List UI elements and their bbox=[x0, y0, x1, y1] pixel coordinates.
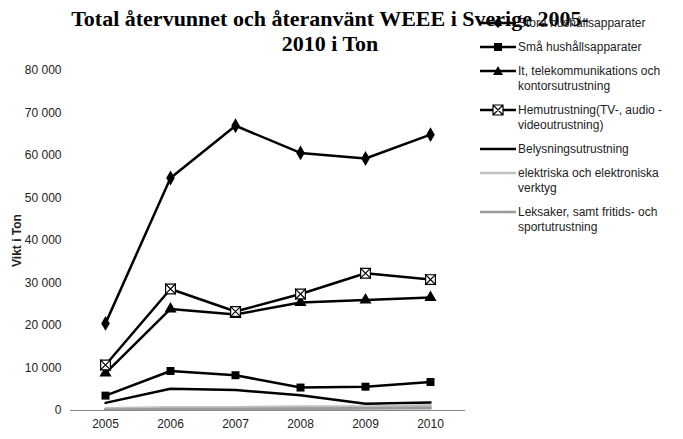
html-text:It, telekommunikations och kon: It, telekommunikations och kontorsutrust… bbox=[518, 64, 661, 93]
svg-text:2005: 2005 bbox=[92, 417, 119, 431]
html-text:elektriska och elektroniska ve: elektriska och elektroniska verktyg bbox=[518, 166, 659, 195]
svg-text:50 000: 50 000 bbox=[25, 191, 62, 205]
html-text:Leksaker, samt fritids- och sp: Leksaker, samt fritids- och sportutrustn… bbox=[518, 205, 658, 234]
svg-text:Vikt i Ton: Vikt i Ton bbox=[10, 214, 24, 267]
html-text:Stora hushållsapparater: Stora hushållsapparater bbox=[518, 16, 646, 30]
svg-text:40 000: 40 000 bbox=[25, 233, 62, 247]
svg-text:80 000: 80 000 bbox=[25, 63, 62, 77]
svg-text:30 000: 30 000 bbox=[25, 276, 62, 290]
svg-text:70 000: 70 000 bbox=[25, 106, 62, 120]
svg-text:2006: 2006 bbox=[157, 417, 184, 431]
svg-text:60 000: 60 000 bbox=[25, 148, 62, 162]
svg-text:10 000: 10 000 bbox=[25, 361, 62, 375]
svg-text:2010: 2010 bbox=[417, 417, 444, 431]
html-text:Total återvunnet och återanvän: Total återvunnet och återanvänt WEEE i S… bbox=[71, 6, 589, 56]
svg-text:0: 0 bbox=[55, 403, 62, 417]
svg-text:20 000: 20 000 bbox=[25, 318, 62, 332]
svg-text:2009: 2009 bbox=[352, 417, 379, 431]
html-text:Små hushållsapparater: Små hushållsapparater bbox=[518, 40, 642, 54]
svg-text:2008: 2008 bbox=[287, 417, 314, 431]
html-text:Belysningsutrustning: Belysningsutrustning bbox=[518, 142, 629, 156]
svg-text:2007: 2007 bbox=[222, 417, 249, 431]
html-text:Hemutrustning(TV-, audio - vid: Hemutrustning(TV-, audio - videoutrustni… bbox=[518, 103, 663, 132]
